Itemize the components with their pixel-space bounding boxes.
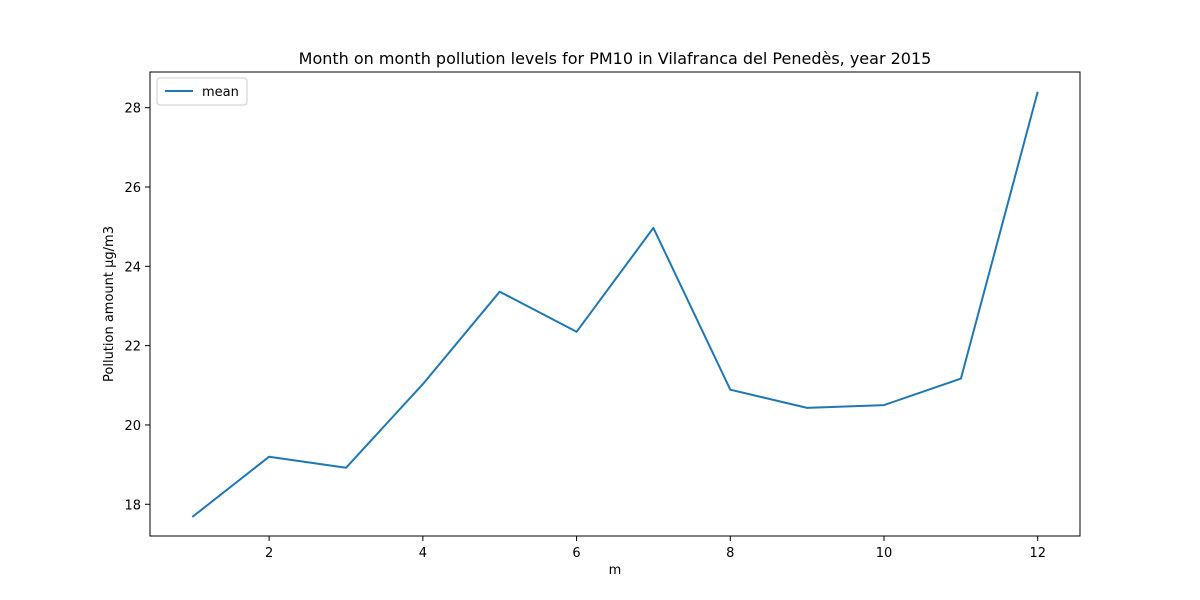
x-tick-label: 4 bbox=[419, 546, 427, 561]
series-line-mean bbox=[191, 91, 1039, 518]
y-axis-label: Pollution amount µg/m3 bbox=[102, 226, 117, 382]
x-axis-label: m bbox=[609, 563, 622, 578]
y-tick-label: 20 bbox=[124, 419, 141, 434]
legend: mean bbox=[156, 77, 248, 106]
legend-box bbox=[156, 77, 248, 106]
legend-label-mean: mean bbox=[202, 85, 239, 100]
chart-title: Month on month pollution levels for PM10… bbox=[299, 49, 932, 68]
y-tick-label: 26 bbox=[124, 181, 141, 196]
x-tick-label: 10 bbox=[876, 546, 893, 561]
x-tick-label: 2 bbox=[265, 546, 273, 561]
x-tick-label: 8 bbox=[726, 546, 734, 561]
x-tick-label: 12 bbox=[1029, 546, 1046, 561]
y-tick-label: 24 bbox=[124, 260, 141, 275]
y-tick-label: 22 bbox=[124, 340, 141, 355]
x-tick-label: 6 bbox=[572, 546, 580, 561]
y-tick-label: 18 bbox=[124, 498, 141, 513]
y-tick-label: 28 bbox=[124, 102, 141, 117]
plot-frame bbox=[149, 71, 1081, 537]
